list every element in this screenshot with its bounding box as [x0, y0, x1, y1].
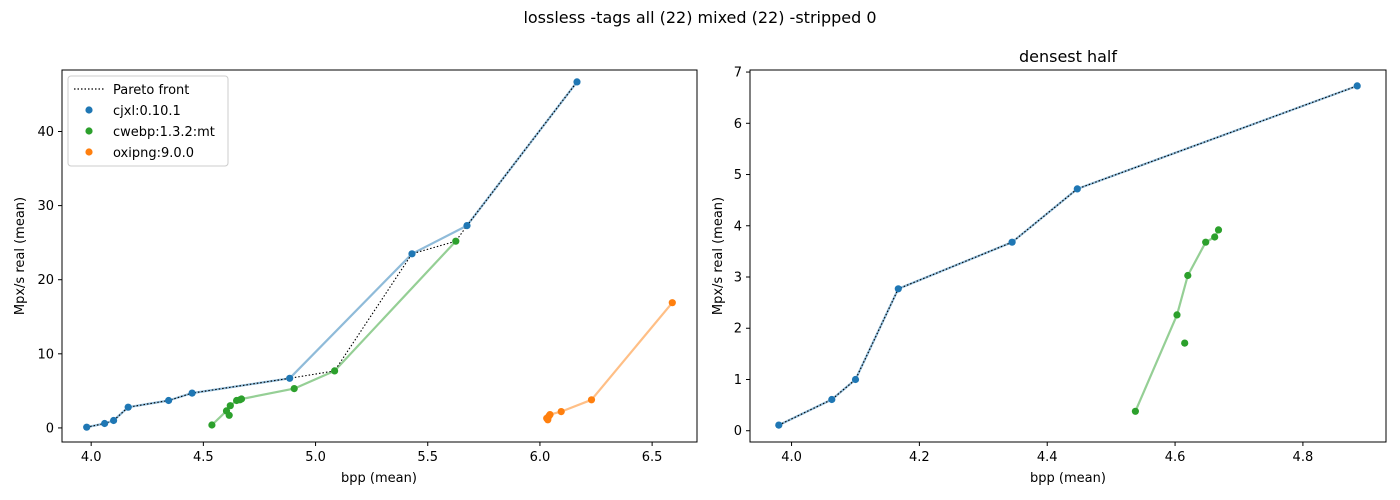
- figure-suptitle: lossless -tags all (22) mixed (22) -stri…: [523, 8, 876, 27]
- data-point-cjxl-0-10-1-right: [828, 395, 836, 404]
- data-point-cwebp-1-3-2-mt-left: [237, 395, 246, 403]
- pareto-front-right: [778, 85, 1358, 426]
- data-point-cwebp-1-3-2-mt-left: [452, 237, 460, 245]
- data-point-cjxl-0-10-1-left: [165, 396, 173, 405]
- legend-swatch-cwebp: [85, 127, 93, 135]
- x-tick-label-left: 4.5: [193, 450, 214, 465]
- y-tick-label-right: 5: [734, 168, 742, 183]
- y-tick-label-right: 4: [734, 219, 742, 234]
- data-point-oxipng-9-0-0-left: [557, 408, 565, 416]
- data-point-cwebp-1-3-2-mt-left: [331, 367, 339, 375]
- x-tick-label-right: 4.4: [1037, 450, 1058, 465]
- pareto-front-line-left: [86, 81, 578, 428]
- x-tick-label-left: 5.5: [417, 450, 438, 465]
- y-tick-label-right: 6: [734, 117, 742, 132]
- data-point-oxipng-9-0-0-left: [587, 396, 596, 404]
- x-tick-label-left: 6.5: [642, 450, 663, 465]
- pareto-front-line-right: [778, 85, 1358, 426]
- plot-right: densest half 4.0 4.2 4.4 4.6 4.8 0 1 2 3 4 5 6 7 bp…: [711, 47, 1387, 486]
- data-point-cwebp-1-3-2-mt-right: [1131, 407, 1139, 415]
- x-tick-label-left: 4.0: [81, 450, 102, 465]
- data-point-oxipng-9-0-0-left: [668, 299, 676, 307]
- data-point-cjxl-0-10-1-left: [286, 374, 294, 382]
- data-point-oxipng-9-0-0-left: [546, 411, 554, 419]
- data-point-cjxl-0-10-1-left: [188, 389, 196, 397]
- x-tick-label-right: 4.0: [781, 450, 802, 465]
- x-axis-label-right: bpp (mean): [1030, 471, 1106, 486]
- legend-label-oxipng: oxipng:9.0.0: [113, 146, 194, 161]
- data-point-cjxl-0-10-1-right: [1008, 238, 1016, 246]
- data-point-cwebp-1-3-2-mt-right: [1211, 233, 1219, 241]
- y-ticks-left: 0 10 20 30 40: [37, 125, 62, 436]
- data-point-cjxl-0-10-1-right: [894, 285, 902, 293]
- data-point-cwebp-1-3-2-mt-right: [1181, 339, 1189, 347]
- series-line-cjxl-0-10-1-right: [777, 84, 1359, 427]
- data-point-cjxl-0-10-1-left: [124, 403, 132, 411]
- y-tick-label-left: 10: [37, 347, 54, 362]
- legend-label-cwebp: cwebp:1.3.2:mt: [113, 125, 215, 140]
- series-line-cwebp-1-3-2-mt-right: [1134, 228, 1220, 413]
- data-point-cjxl-0-10-1-left: [408, 250, 416, 258]
- pareto-front-left: [86, 81, 578, 428]
- legend-label-cjxl: cjxl:0.10.1: [113, 104, 181, 119]
- y-tick-label-right: 3: [734, 271, 742, 286]
- y-tick-label-right: 7: [734, 66, 742, 81]
- y-tick-label-left: 40: [37, 125, 54, 140]
- data-point-cjxl-0-10-1-right: [775, 421, 783, 429]
- x-tick-label-right: 4.8: [1293, 450, 1314, 465]
- y-tick-label-right: 1: [734, 373, 742, 388]
- y-tick-label-right: 0: [734, 424, 742, 439]
- y-axis-label-left: Mpx/s real (mean): [13, 197, 28, 315]
- data-point-cwebp-1-3-2-mt-right: [1202, 238, 1210, 246]
- x-ticks-right: 4.0 4.2 4.4 4.6 4.8: [781, 442, 1313, 465]
- data-point-cwebp-1-3-2-mt-right: [1173, 311, 1181, 319]
- x-tick-label-left: 5.0: [305, 450, 326, 465]
- y-axis-label-right: Mpx/s real (mean): [711, 197, 726, 315]
- data-point-cwebp-1-3-2-mt-left: [225, 411, 233, 419]
- y-ticks-right: 0 1 2 3 4 5 6 7: [734, 66, 750, 439]
- x-ticks-left: 4.0 4.5 5.0 5.5 6.0 6.5: [81, 442, 663, 465]
- data-point-cjxl-0-10-1-left: [101, 419, 109, 428]
- legend-pareto-label: Pareto front: [113, 83, 189, 98]
- data-point-cwebp-1-3-2-mt-right: [1184, 271, 1192, 280]
- y-tick-label-left: 30: [37, 199, 54, 214]
- x-axis-label-left: bpp (mean): [341, 471, 417, 486]
- series-line-cjxl-0-10-1-left: [85, 80, 579, 429]
- x-tick-label-left: 6.0: [530, 450, 551, 465]
- data-point-cjxl-0-10-1-right: [851, 375, 860, 384]
- y-tick-label-left: 0: [46, 421, 54, 436]
- data-points-left: [83, 78, 676, 431]
- data-points-right: [775, 82, 1361, 429]
- data-point-cjxl-0-10-1-left: [83, 423, 91, 431]
- data-point-cwebp-1-3-2-mt-left: [208, 421, 216, 429]
- x-tick-label-right: 4.6: [1165, 450, 1186, 465]
- data-point-cjxl-0-10-1-right: [1353, 82, 1361, 90]
- x-tick-label-right: 4.2: [909, 450, 930, 465]
- y-tick-label-right: 2: [734, 322, 742, 337]
- data-point-cwebp-1-3-2-mt-left: [290, 385, 298, 393]
- legend-box: [67, 75, 229, 167]
- data-point-cjxl-0-10-1-left: [463, 222, 471, 230]
- legend-swatch-cjxl: [85, 106, 93, 114]
- plot-title-right: densest half: [1019, 47, 1117, 66]
- series-lines-right: [777, 84, 1359, 427]
- data-point-cjxl-0-10-1-left: [573, 78, 581, 86]
- axes-frame-left: [61, 69, 698, 443]
- legend: Pareto front cjxl:0.10.1 cwebp:1.3.2:mt …: [67, 75, 229, 167]
- data-point-cjxl-0-10-1-right: [1073, 185, 1081, 193]
- y-tick-label-left: 20: [37, 273, 54, 288]
- axes-frame-right: [749, 69, 1387, 443]
- data-point-cwebp-1-3-2-mt-left: [226, 402, 234, 410]
- series-line-oxipng-9-0-0-left: [545, 301, 674, 420]
- data-point-cwebp-1-3-2-mt-right: [1214, 226, 1223, 234]
- data-point-cjxl-0-10-1-left: [110, 416, 118, 425]
- legend-swatch-oxipng: [85, 148, 93, 156]
